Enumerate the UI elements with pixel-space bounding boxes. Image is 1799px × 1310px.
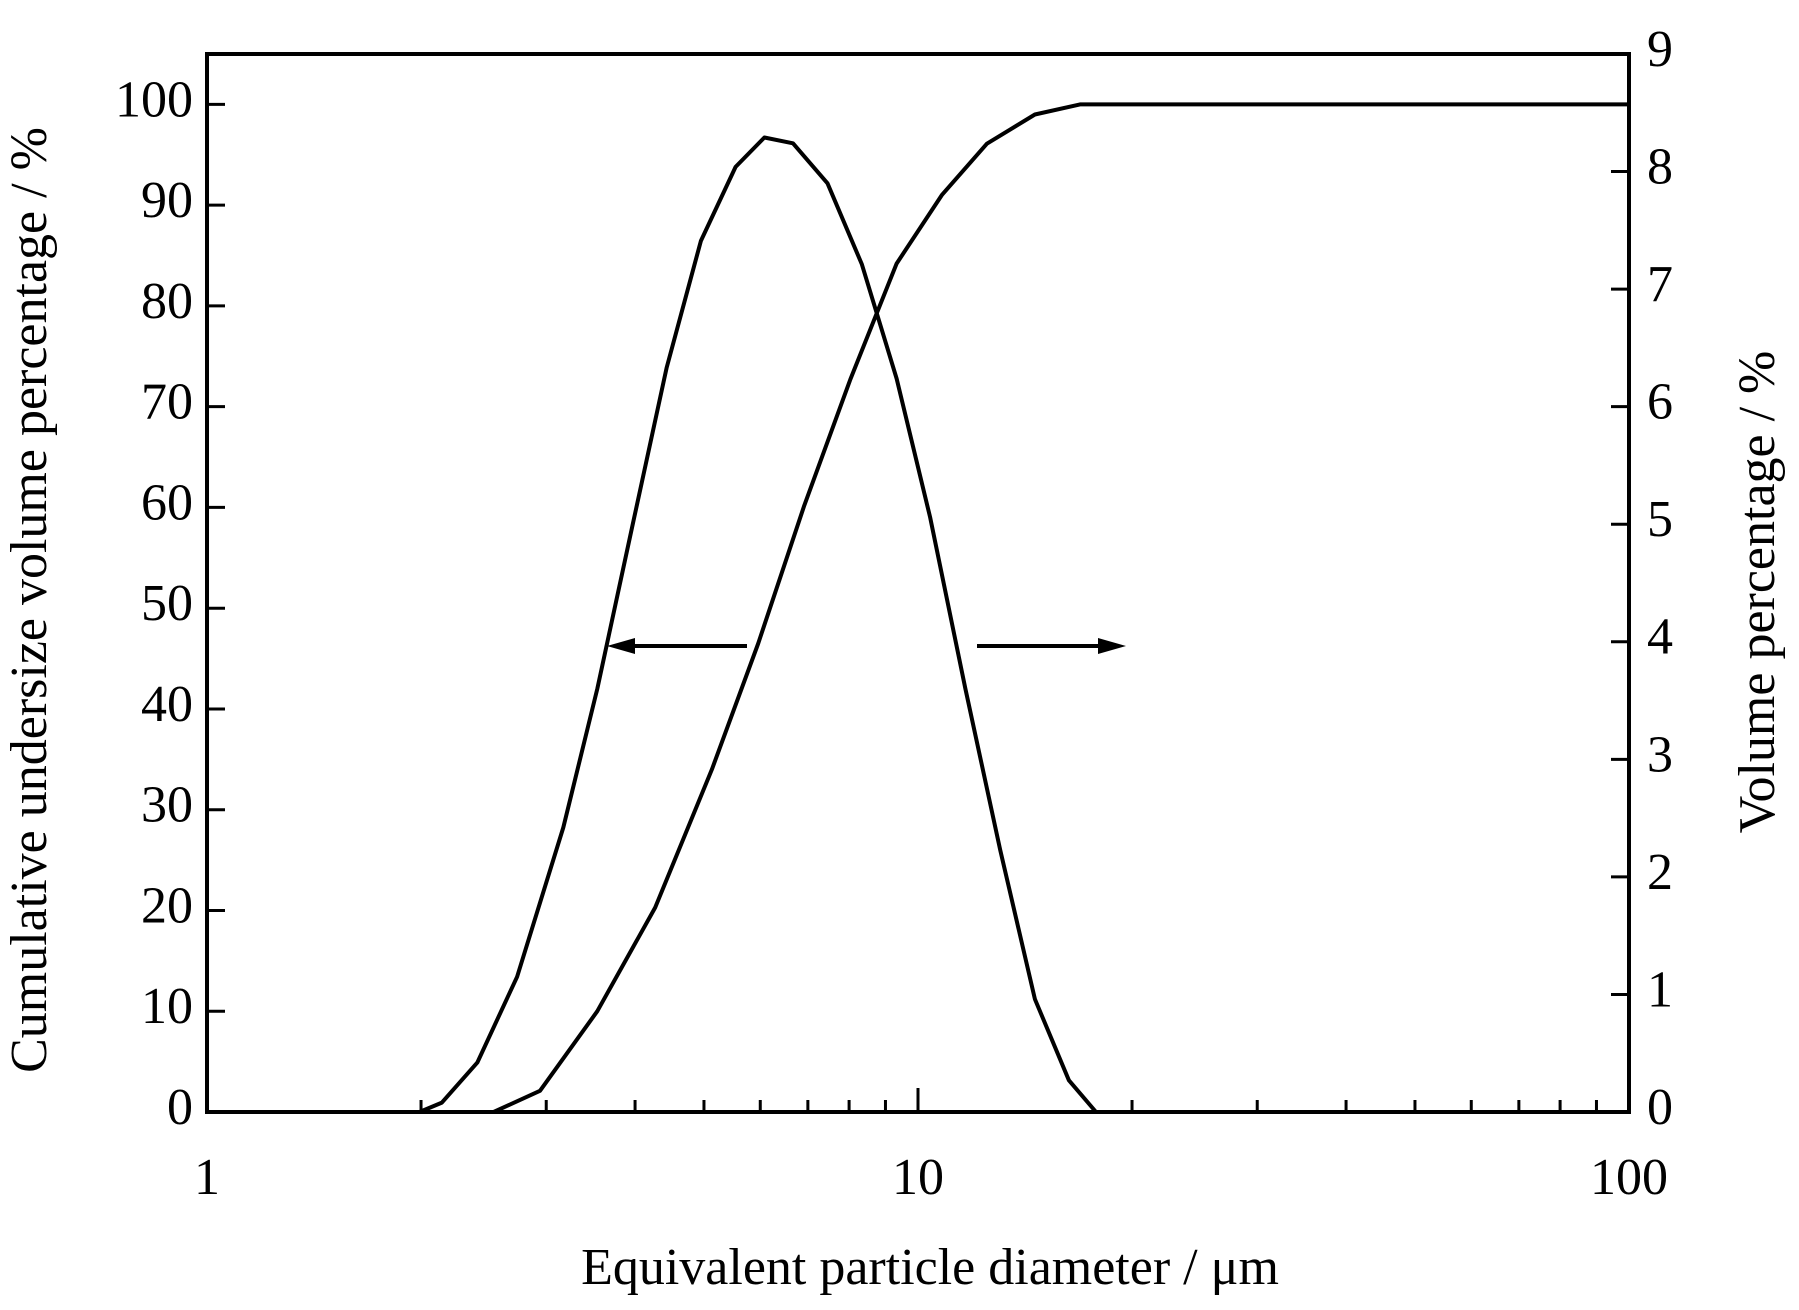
y2-tick-label: 6 — [1647, 374, 1673, 431]
y-tick-label: 20 — [141, 877, 193, 934]
plot-frame — [205, 52, 1631, 1114]
y-tick-label: 10 — [141, 978, 193, 1035]
y-tick-label: 30 — [141, 777, 193, 834]
y2-tick-label: 5 — [1647, 491, 1673, 548]
y2-tick-label: 3 — [1647, 726, 1673, 783]
annotation-arrows — [607, 638, 1126, 654]
y2-tick-label: 8 — [1647, 138, 1673, 195]
y-tick-label: 0 — [167, 1079, 193, 1136]
right-arrow-head — [1098, 638, 1126, 654]
y-axis-title: Cumulative undersize volume percentage /… — [1, 127, 58, 1073]
series-line — [207, 135, 1629, 1114]
x-axis-title: Equivalent particle diameter / μm — [581, 1239, 1279, 1296]
y-tick-label: 90 — [141, 172, 193, 229]
y2-tick-label: 2 — [1647, 844, 1673, 901]
y-tick-label: 80 — [141, 273, 193, 330]
y-tick-label: 40 — [141, 676, 193, 733]
y-tick-label: 70 — [141, 374, 193, 431]
left-arrow-head — [607, 638, 635, 654]
y2-tick-label: 1 — [1647, 961, 1673, 1018]
x-tick-label: 100 — [1590, 1149, 1668, 1206]
y2-tick-label: 7 — [1647, 256, 1673, 313]
y-tick-label: 60 — [141, 474, 193, 531]
y-tick-label: 50 — [141, 575, 193, 632]
y2-tick-label: 4 — [1647, 609, 1673, 666]
y-tick-label: 100 — [115, 71, 193, 128]
y2-tick-label: 0 — [1647, 1079, 1673, 1136]
y2-axis-title: Volume percentage / % — [1729, 351, 1786, 834]
x-tick-label: 1 — [194, 1149, 220, 1206]
x-tick-label: 10 — [892, 1149, 944, 1206]
series-line — [207, 102, 1629, 1114]
y2-tick-label: 9 — [1647, 21, 1673, 78]
